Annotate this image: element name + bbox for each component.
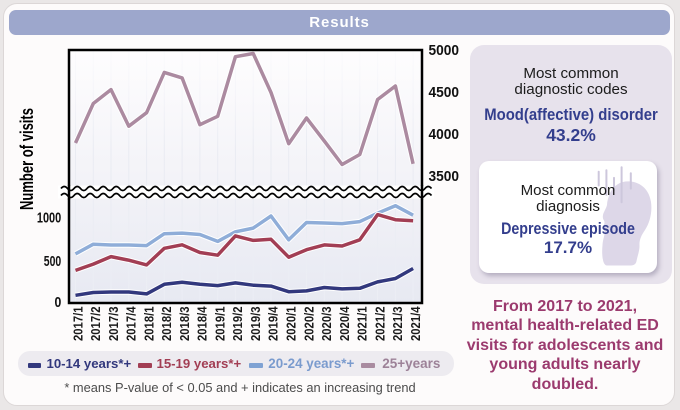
svg-text:2018/1: 2018/1	[141, 307, 156, 342]
svg-text:2019/2: 2019/2	[230, 307, 245, 342]
svg-text:2020/1: 2020/1	[284, 307, 299, 342]
svg-text:2020/4: 2020/4	[337, 306, 352, 341]
svg-text:2021/2: 2021/2	[372, 307, 387, 342]
svg-text:5000: 5000	[429, 42, 460, 59]
svg-text:2021/4: 2021/4	[408, 306, 423, 341]
svg-text:4500: 4500	[429, 84, 460, 101]
svg-text:1000: 1000	[37, 210, 61, 227]
svg-text:Number of visits: Number of visits	[17, 108, 37, 210]
svg-text:2021/3: 2021/3	[390, 307, 405, 342]
svg-text:2021/1: 2021/1	[355, 307, 370, 342]
svg-text:2018/4: 2018/4	[195, 306, 210, 341]
svg-text:2019/1: 2019/1	[212, 307, 227, 342]
svg-text:2017/2: 2017/2	[88, 307, 103, 342]
svg-text:0: 0	[55, 294, 62, 311]
svg-text:2017/3: 2017/3	[106, 307, 121, 342]
svg-text:3500: 3500	[429, 168, 460, 185]
svg-text:2019/4: 2019/4	[266, 306, 281, 341]
svg-text:2017/1: 2017/1	[70, 307, 85, 342]
svg-text:2019/3: 2019/3	[248, 307, 263, 342]
svg-text:2020/2: 2020/2	[301, 307, 316, 342]
svg-text:2018/2: 2018/2	[159, 307, 174, 342]
svg-text:500: 500	[44, 253, 61, 270]
svg-text:4000: 4000	[429, 126, 460, 143]
svg-text:2017/4: 2017/4	[124, 306, 139, 341]
svg-text:2018/3: 2018/3	[177, 307, 192, 342]
svg-text:2020/3: 2020/3	[319, 307, 334, 342]
